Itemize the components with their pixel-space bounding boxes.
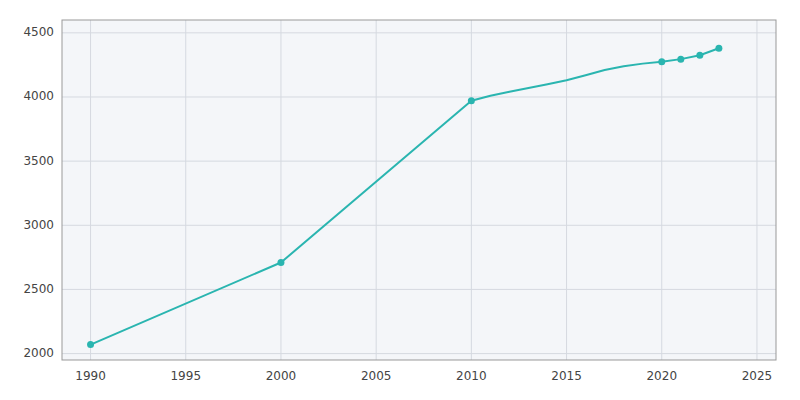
x-tick-label: 2025	[742, 369, 773, 383]
line	[91, 48, 719, 344]
x-tick-label: 2015	[551, 369, 582, 383]
y-tick-label: 4000	[23, 89, 54, 103]
y-tick-label: 3000	[23, 218, 54, 232]
x-grid-line	[376, 20, 377, 360]
marker	[87, 341, 94, 348]
y-grid-line	[62, 161, 776, 162]
x-grid-line	[756, 20, 757, 360]
y-grid-line	[62, 32, 776, 33]
x-tick-label: 2010	[456, 369, 487, 383]
marker	[277, 259, 284, 266]
marker	[658, 58, 665, 65]
y-tick-label: 3500	[23, 154, 54, 168]
y-tick-label: 2000	[23, 346, 54, 360]
x-grid-line	[185, 20, 186, 360]
x-grid-line	[90, 20, 91, 360]
x-grid-line	[566, 20, 567, 360]
marker	[696, 52, 703, 59]
x-tick-label: 2005	[361, 369, 392, 383]
tick-labels: 2000 2500 3000 3500 4000 4500 1990 1995 2000 2005…	[23, 25, 772, 383]
x-grid-line	[661, 20, 662, 360]
chart-container: 2000 2500 3000 3500 4000 4500 1990 1995 2000 2005…	[0, 0, 800, 400]
marker	[468, 97, 475, 104]
x-tick-label: 1990	[75, 369, 106, 383]
marker	[715, 45, 722, 52]
x-grid-line	[471, 20, 472, 360]
y-tick-label: 2500	[23, 282, 54, 296]
plot-frame	[62, 20, 776, 360]
marker	[677, 56, 684, 63]
y-tick-label: 4500	[23, 25, 54, 39]
y-grid-line	[62, 289, 776, 290]
x-tick-label: 2020	[646, 369, 677, 383]
grid	[62, 20, 776, 360]
x-grid-line	[280, 20, 281, 360]
y-grid-line	[62, 225, 776, 226]
chart-svg: 2000 2500 3000 3500 4000 4500 1990 1995 2000 2005…	[0, 0, 800, 400]
x-tick-label: 2000	[266, 369, 297, 383]
y-grid-line	[62, 96, 776, 97]
x-tick-label: 1995	[170, 369, 201, 383]
plot-background	[62, 20, 776, 360]
y-grid-line	[62, 353, 776, 354]
data-area	[87, 45, 722, 348]
